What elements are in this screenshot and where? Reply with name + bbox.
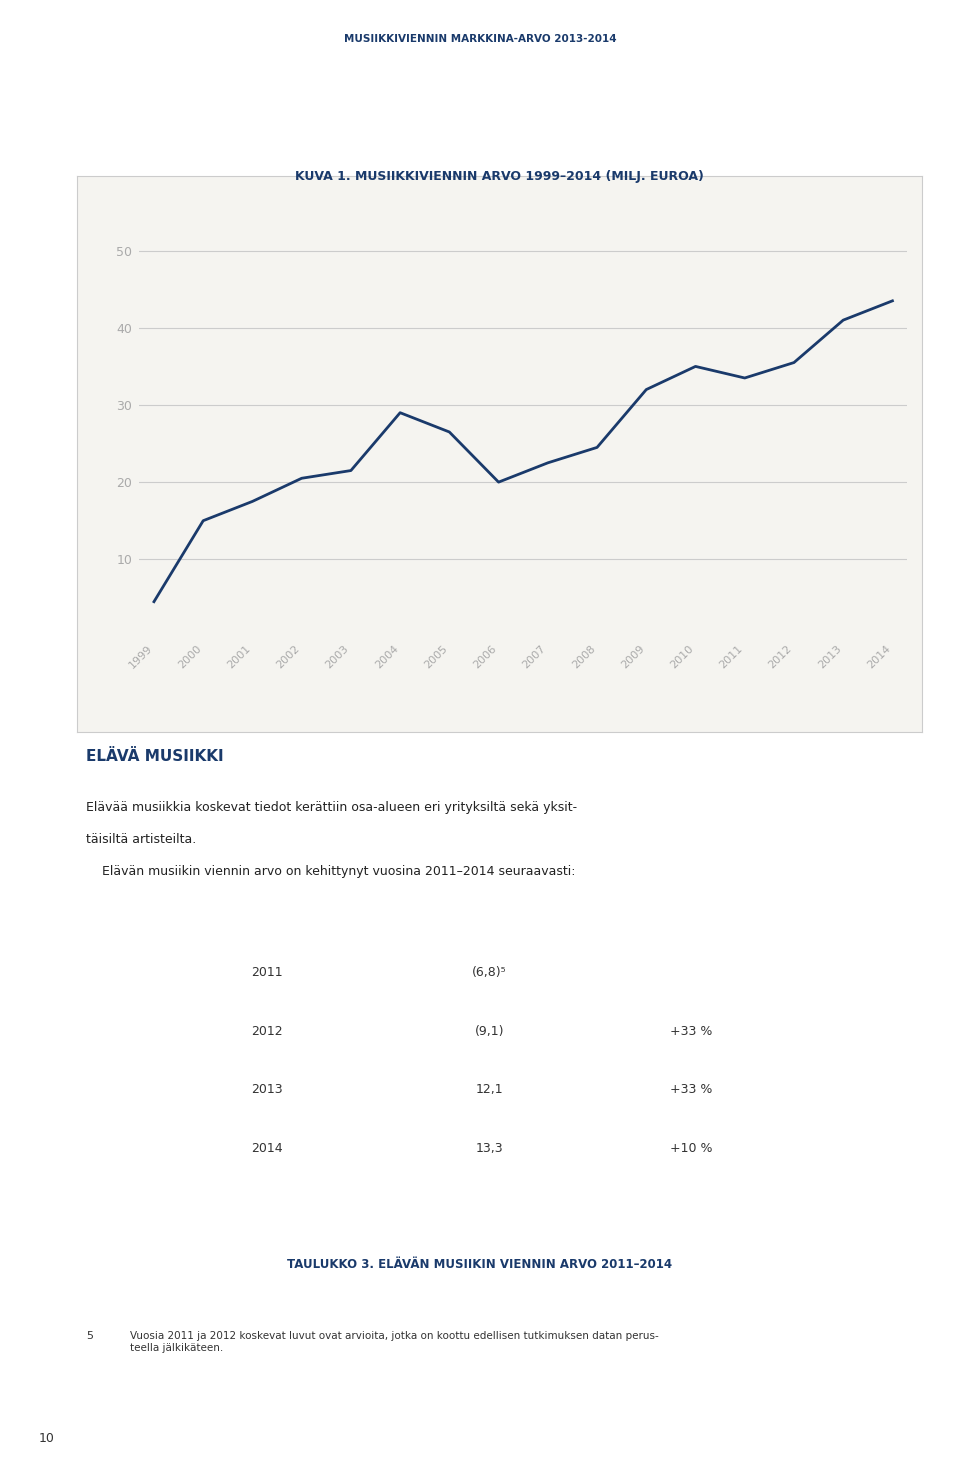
Text: 5: 5 xyxy=(86,1331,93,1342)
Text: Vuosia 2011 ja 2012 koskevat luvut ovat arvioita, jotka on koottu edellisen tutk: Vuosia 2011 ja 2012 koskevat luvut ovat … xyxy=(130,1331,659,1353)
Text: TAULUKKO 3. ELÄVÄN MUSIIKIN VIENNIN ARVO 2011–2014: TAULUKKO 3. ELÄVÄN MUSIIKIN VIENNIN ARVO… xyxy=(287,1258,673,1271)
Text: 10: 10 xyxy=(38,1432,55,1445)
Text: 2013: 2013 xyxy=(252,1084,283,1096)
Text: 12,1: 12,1 xyxy=(475,1084,503,1096)
Text: 2014: 2014 xyxy=(252,1143,283,1154)
Text: +33 %: +33 % xyxy=(670,1026,712,1037)
Text: (9,1): (9,1) xyxy=(474,1026,504,1037)
Text: 2011: 2011 xyxy=(252,967,283,979)
Text: täisiltä artisteilta.: täisiltä artisteilta. xyxy=(86,832,197,846)
Text: +10 %: +10 % xyxy=(670,1143,713,1154)
Text: (6,8)⁵: (6,8)⁵ xyxy=(472,967,507,979)
Text: 2012: 2012 xyxy=(252,1026,283,1037)
Text: ELÄVÄ MUSIIKKI: ELÄVÄ MUSIIKKI xyxy=(86,749,224,764)
Text: ARVO, MILJ. €: ARVO, MILJ. € xyxy=(442,909,537,920)
Text: +33 %: +33 % xyxy=(670,1084,712,1096)
Text: Elävää musiikkia koskevat tiedot kerättiin osa-alueen eri yrityksiltä sekä yksit: Elävää musiikkia koskevat tiedot kerätti… xyxy=(86,800,578,813)
Text: KUVA 1. MUSIIKKIVIENNIN ARVO 1999–2014 (MILJ. EUROA): KUVA 1. MUSIIKKIVIENNIN ARVO 1999–2014 (… xyxy=(295,170,704,183)
Text: MUSIIKKIVIENNIN MARKKINA-ARVO 2013-2014: MUSIIKKIVIENNIN MARKKINA-ARVO 2013-2014 xyxy=(344,34,616,44)
Text: Elävän musiikin viennin arvo on kehittynyt vuosina 2011–2014 seuraavasti:: Elävän musiikin viennin arvo on kehittyn… xyxy=(86,865,576,878)
Text: 13,3: 13,3 xyxy=(475,1143,503,1154)
Text: MUUTOS, %: MUUTOS, % xyxy=(651,909,732,920)
